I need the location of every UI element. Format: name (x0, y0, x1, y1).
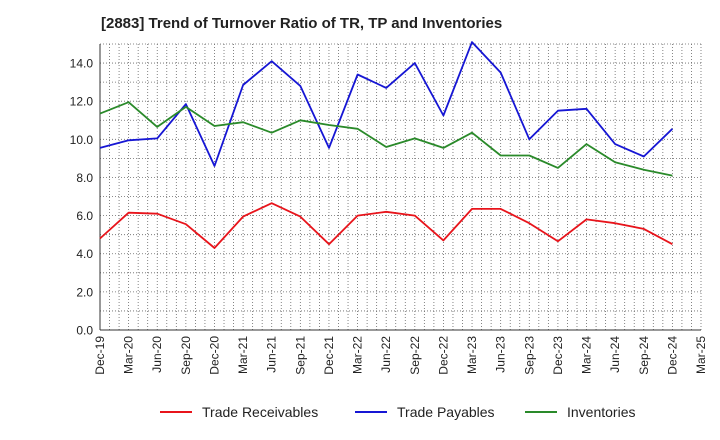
x-tick-label: Sep-23 (522, 336, 536, 375)
y-tick-label: 0.0 (76, 324, 93, 338)
x-tick-label: Jun-20 (150, 336, 164, 373)
x-tick-label: Jun-23 (494, 336, 508, 373)
legend: Trade Receivables Trade Payables Inventori… (0, 404, 720, 426)
series-line-trade-payables (99, 41, 674, 167)
legend-label: Trade Payables (397, 404, 495, 420)
legend-item: Inventories (525, 404, 635, 420)
legend-swatch (525, 411, 557, 413)
grid-lines (99, 43, 702, 331)
y-tick-label: 14.0 (70, 57, 94, 71)
legend-label: Inventories (567, 404, 636, 420)
chart-title: [2883] Trend of Turnover Ratio of TR, TP… (101, 15, 503, 32)
x-tick-label: Dec-20 (207, 336, 221, 375)
series-line-inventories (99, 101, 673, 177)
x-tick-label: Mar-25 (694, 336, 708, 374)
x-tick-label: Sep-20 (179, 336, 193, 375)
x-tick-label: Mar-23 (465, 336, 479, 374)
x-tick-label: Dec-24 (665, 336, 679, 375)
x-tick-label: Sep-21 (293, 336, 307, 375)
x-tick-label: Jun-24 (608, 336, 622, 373)
y-tick-label: 12.0 (70, 95, 94, 109)
legend-swatch (355, 411, 387, 413)
x-tick-label: Mar-24 (580, 336, 594, 374)
y-tick-label: 4.0 (76, 247, 93, 261)
x-tick-label: Jun-21 (265, 336, 279, 373)
x-tick-label: Dec-22 (436, 336, 450, 375)
legend-item: Trade Payables (355, 404, 495, 420)
x-tick-label: Jun-22 (379, 336, 393, 373)
series-lines (99, 41, 674, 249)
x-tick-label: Dec-19 (93, 336, 107, 375)
y-tick-label: 2.0 (76, 285, 93, 299)
y-tick-label: 10.0 (70, 133, 94, 147)
axes: 0.0 2.0 4.0 6.0 8.0 10.0 12.0 14.0 Dec-19 Mar-20 J… (70, 44, 708, 375)
x-tick-label: Mar-20 (122, 336, 136, 374)
x-tick-label: Sep-22 (408, 336, 422, 375)
x-tick-label: Dec-21 (322, 336, 336, 375)
series-line-trade-receivables (99, 202, 673, 249)
x-tick-label: Mar-22 (351, 336, 365, 374)
legend-label: Trade Receivables (202, 404, 319, 420)
x-tick-label: Sep-24 (637, 336, 651, 375)
y-tick-label: 6.0 (76, 209, 93, 223)
x-tick-label: Mar-21 (236, 336, 250, 374)
x-tick-label: Dec-23 (551, 336, 565, 375)
y-tick-label: 8.0 (76, 171, 93, 185)
legend-swatch (160, 411, 192, 413)
legend-item: Trade Receivables (160, 404, 318, 420)
